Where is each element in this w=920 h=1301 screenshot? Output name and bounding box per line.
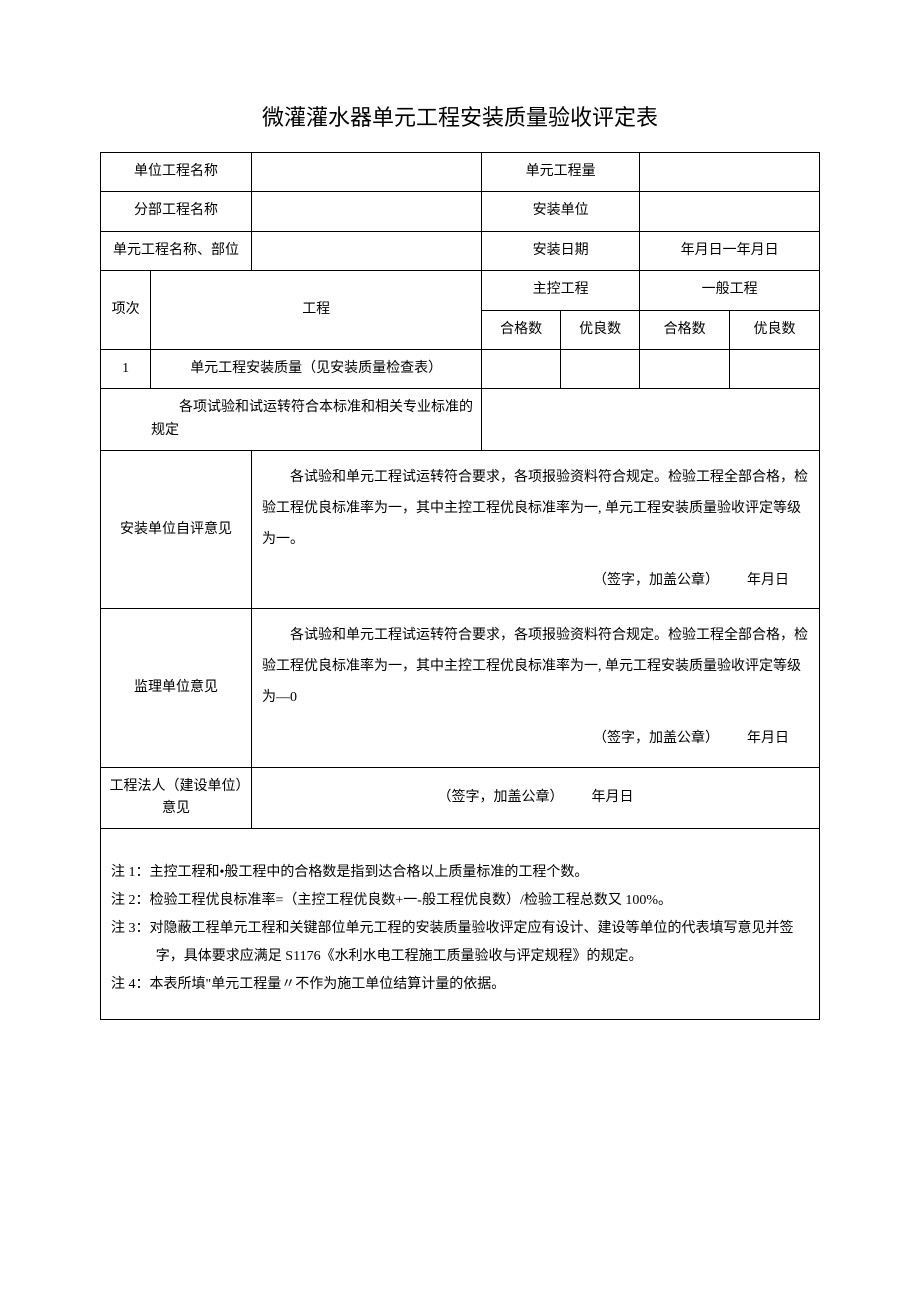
- label-main-pass: 合格数: [482, 310, 561, 349]
- label-unit-project-name: 单位工程名称: [101, 153, 252, 192]
- cell-row1-gen-excellent: [730, 349, 820, 388]
- cell-trial-row: 各项试验和试运转符合本标准和相关专业标准的规定: [101, 389, 482, 451]
- cell-date-range: 年月日一年月日: [640, 231, 820, 270]
- cell-row1-gen-pass: [640, 349, 730, 388]
- cell-trial-blank: [482, 389, 820, 451]
- cell-unit-quantity: [640, 153, 820, 192]
- cell-notes: 注 1：主控工程和•般工程中的合格数是指到达合格以上质量标准的工程个数。 注 2…: [101, 829, 820, 1020]
- label-item-no: 项次: [101, 271, 151, 350]
- label-general: 一般工程: [640, 271, 820, 310]
- cell-install-opinion: 各试验和单元工程试运转符合要求，各项报验资料符合规定。检验工程全部合格，检验工程…: [251, 451, 819, 609]
- label-install-date: 安装日期: [482, 231, 640, 270]
- label-install-unit: 安装单位: [482, 192, 640, 231]
- cell-sub-project-name: [251, 192, 481, 231]
- evaluation-table: 单位工程名称 单元工程量 分部工程名称 安装单位 单元工程名称、部位 安装日期 …: [100, 152, 820, 1020]
- cell-row1-no: 1: [101, 349, 151, 388]
- cell-supervisor-opinion: 各试验和单元工程试运转符合要求，各项报验资料符合规定。检验工程全部合格，检验工程…: [251, 609, 819, 767]
- label-unit-quantity: 单元工程量: [482, 153, 640, 192]
- label-project: 工程: [151, 271, 482, 350]
- cell-row1-text: 单元工程安装质量（见安装质量检查表）: [151, 349, 482, 388]
- label-general-excellent: 优良数: [730, 310, 820, 349]
- label-sub-project-name: 分部工程名称: [101, 192, 252, 231]
- label-unit-name-part: 单元工程名称、部位: [101, 231, 252, 270]
- cell-legal-opinion: （签字，加盖公章） 年月日: [251, 767, 819, 829]
- cell-install-unit: [640, 192, 820, 231]
- cell-unit-project-name: [251, 153, 481, 192]
- label-main-excellent: 优良数: [561, 310, 640, 349]
- page-title: 微灌灌水器单元工程安装质量验收评定表: [100, 100, 820, 132]
- label-supervisor-opinion: 监理单位意见: [101, 609, 252, 767]
- cell-unit-name-part: [251, 231, 481, 270]
- cell-row1-main-excellent: [561, 349, 640, 388]
- cell-row1-main-pass: [482, 349, 561, 388]
- label-legal-opinion: 工程法人（建设单位）意见: [101, 767, 252, 829]
- label-main-control: 主控工程: [482, 271, 640, 310]
- label-general-pass: 合格数: [640, 310, 730, 349]
- label-install-opinion: 安装单位自评意见: [101, 451, 252, 609]
